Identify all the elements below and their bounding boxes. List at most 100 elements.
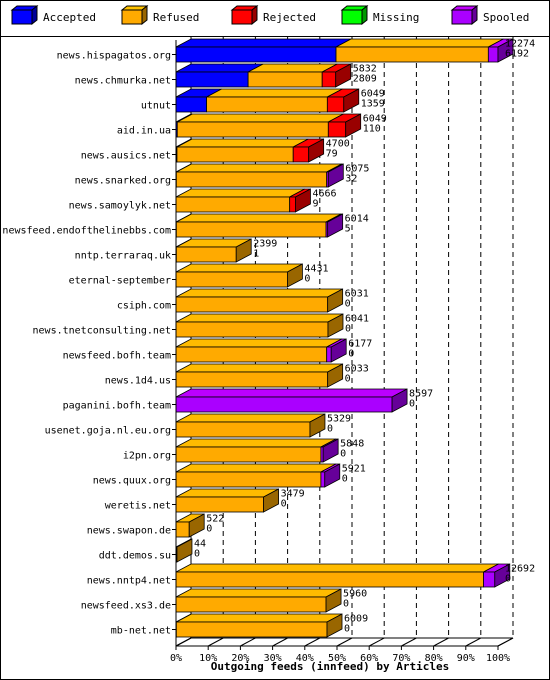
bar-segment: [175, 246, 237, 263]
value-label-articles: 5329: [327, 414, 351, 425]
x-tick-label: 60%: [360, 653, 378, 664]
x-tick-label: 20%: [231, 653, 249, 664]
value-label-accepted: 0: [344, 624, 350, 635]
x-tick-label: 100%: [486, 653, 510, 664]
bar-segment-side: [345, 113, 362, 138]
bar-segment-side: [497, 38, 514, 63]
value-label-accepted: 0: [345, 299, 351, 310]
bar-row-ddt-demos-su: [175, 538, 193, 563]
bar-segment-side: [343, 88, 360, 113]
bar-segment: [326, 346, 332, 363]
x-tick-label: 50%: [328, 653, 346, 664]
bar-segment-top: [176, 613, 343, 623]
value-label-articles: 5848: [340, 439, 364, 450]
bar-row-news-hispagatos-org: [175, 38, 514, 63]
value-label-accepted: 0: [343, 599, 349, 610]
x-tick-depth: [497, 637, 514, 647]
bar-segment: [175, 346, 328, 363]
category-label: newsfeed.endofthelinebbs.com: [2, 226, 171, 237]
x-tick-label: 30%: [264, 653, 282, 664]
bar-row-csiph-com: [175, 288, 344, 313]
bar-segment-side: [287, 263, 303, 288]
value-label-articles: 6033: [345, 364, 369, 375]
bar-row-i2pn-org: [175, 438, 339, 463]
bar-segment-top: [176, 213, 342, 223]
x-tick-depth: [240, 637, 256, 647]
value-label-accepted: 0: [206, 524, 212, 535]
x-tick-label: 10%: [199, 653, 217, 664]
legend-item-rejected: Rejected: [230, 4, 316, 26]
bar-segment: [335, 46, 489, 63]
bar-segment: [175, 521, 190, 538]
value-label-accepted: 0: [348, 349, 354, 360]
legend-swatch-side: [141, 4, 148, 26]
value-label-accepted: 0: [194, 549, 200, 560]
category-label: news.snarked.org: [75, 176, 171, 187]
x-tick-depth: [433, 637, 449, 647]
value-label-articles: 6177: [348, 339, 372, 350]
bar-segment-top: [176, 138, 309, 148]
value-label-articles: 4700: [326, 139, 350, 150]
value-label-articles: 5921: [342, 464, 366, 475]
bar-segment: [175, 46, 337, 63]
value-label-articles: 6014: [345, 214, 369, 225]
legend-label: Refused: [153, 11, 199, 24]
bar-segment: [175, 621, 328, 638]
bar-row-eternal-september: [175, 263, 303, 288]
bar-segment-top: [175, 588, 342, 598]
category-label: news.samoylyk.net: [69, 201, 171, 212]
value-label-accepted: 0: [345, 324, 351, 335]
x-tick-label: 80%: [425, 653, 443, 664]
value-label-accepted: 0: [340, 449, 346, 460]
bar-segment: [247, 71, 323, 88]
legend-label: Rejected: [263, 11, 316, 24]
bar-segment-top: [175, 38, 352, 48]
bar-segment-top: [175, 188, 305, 198]
bar-row-news-chmurka-net: [175, 63, 352, 88]
legend-swatch: [11, 9, 33, 25]
category-label: aid.in.ua: [117, 126, 171, 137]
bar-row-news-samoylyk-net: [175, 188, 311, 213]
bar-segment-side: [327, 163, 344, 188]
bar-row-news-quux-org: [175, 463, 341, 488]
category-label: i2pn.org: [123, 451, 171, 462]
bar-row-news-ausics-net: [175, 138, 325, 163]
category-label: news.1d4.us: [105, 376, 171, 387]
bar-segment: [289, 196, 296, 213]
bar-segment-top: [175, 438, 337, 448]
bar-segment: [175, 571, 484, 588]
bar-segment: [175, 221, 327, 238]
bar-segment-side: [263, 488, 279, 513]
category-label: utnut: [141, 101, 171, 112]
value-label-articles: 4666: [312, 189, 336, 200]
bar-segment: [175, 496, 264, 513]
bar-segment-side: [330, 338, 347, 363]
legend-item-missing: Missing: [340, 4, 419, 26]
bar-row-news-snarked-org: [175, 163, 344, 188]
category-label: mb-net.net: [111, 626, 171, 637]
value-label-articles: 4431: [304, 264, 328, 275]
value-label-articles: 12692: [505, 564, 535, 575]
bar-segment: [320, 471, 326, 488]
bar-segment-top: [206, 88, 343, 98]
value-label-articles: 8597: [409, 389, 433, 400]
value-label-accepted: 0: [505, 574, 511, 585]
category-label: news.nntp4.net: [87, 576, 171, 587]
bar-segment-top: [175, 488, 279, 498]
value-label-articles: 44: [194, 539, 206, 550]
legend-swatch-side: [251, 4, 258, 26]
bar-segment-side: [327, 288, 344, 313]
x-axis-title: Outgoing feeds (innfeed) by Articles: [211, 660, 449, 673]
value-label-accepted: 0: [281, 499, 287, 510]
bar-segment: [175, 446, 322, 463]
value-label-articles: 522: [206, 514, 224, 525]
value-label-accepted: 110: [363, 124, 381, 135]
category-label: nntp.terraraq.uk: [75, 251, 171, 262]
value-label-accepted: 9: [312, 199, 318, 210]
bar-segment-top: [175, 263, 303, 273]
bar-row-usenet-goja-nl-eu-org: [175, 413, 326, 438]
bar-segment: [206, 96, 328, 113]
bar-segment-top: [175, 313, 344, 323]
value-label-accepted: 0: [342, 474, 348, 485]
value-label-accepted: 1: [253, 249, 259, 260]
